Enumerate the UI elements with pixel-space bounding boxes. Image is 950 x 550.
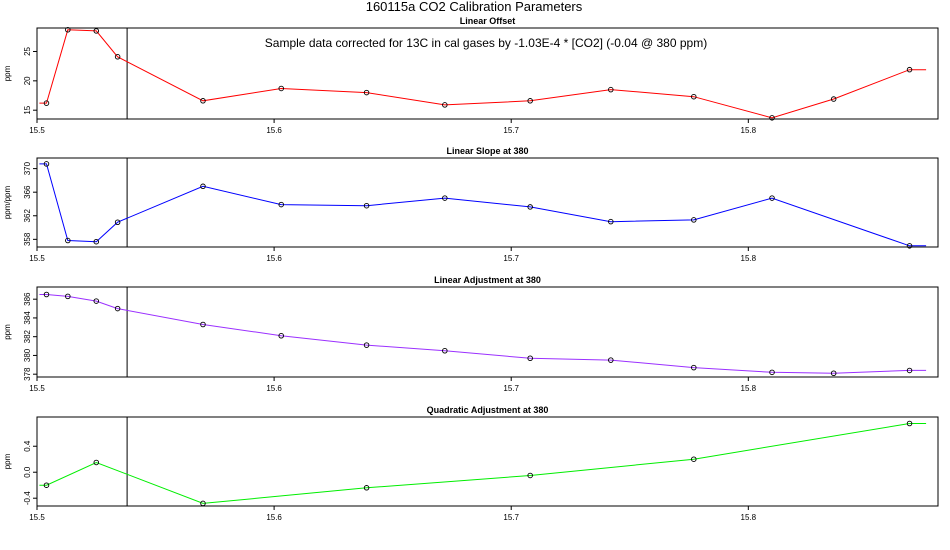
x-tick-label: 15.8 [741, 254, 757, 263]
annotation-text: Sample data corrected for 13C in cal gas… [265, 36, 707, 50]
data-point [769, 115, 775, 121]
data-point [114, 219, 121, 225]
x-tick-label: 15.7 [503, 384, 519, 393]
data-point [527, 204, 533, 210]
y-tick-label: 382 [23, 329, 32, 343]
data-point [691, 364, 697, 371]
data-point [769, 195, 775, 201]
plot-frame [36, 286, 939, 378]
data-point [43, 291, 50, 298]
data-point [65, 293, 71, 300]
data-point [43, 100, 50, 106]
data-point [363, 202, 370, 209]
data-point [200, 321, 206, 328]
series-line [39, 29, 927, 119]
data-point [608, 86, 614, 93]
data-point [691, 93, 697, 100]
y-tick-label: 384 [23, 311, 32, 325]
y-tick-label: 380 [23, 348, 32, 362]
data-point [906, 66, 913, 73]
data-point [442, 195, 448, 201]
data-point [527, 355, 533, 362]
data-point [93, 28, 100, 34]
x-tick-label: 15.7 [503, 126, 519, 135]
x-tick-label: 15.5 [29, 126, 45, 135]
data-point [442, 102, 448, 108]
y-axis-label: ppm [3, 324, 12, 340]
data-point [93, 459, 100, 466]
y-tick-label: -0.4 [23, 491, 32, 505]
data-point [278, 333, 284, 339]
data-point [830, 96, 837, 102]
data-point [906, 243, 913, 249]
x-tick-label: 15.5 [29, 254, 45, 263]
x-tick-label: 15.8 [741, 126, 757, 135]
panel-title: Linear Adjustment at 380 [434, 275, 541, 285]
y-tick-label: 366 [23, 185, 32, 199]
data-point [65, 237, 71, 244]
plot-frame [36, 416, 939, 507]
data-point [527, 472, 533, 479]
data-point [608, 218, 614, 225]
x-tick-label: 15.6 [266, 126, 282, 135]
series-line [39, 294, 927, 374]
data-point [527, 98, 533, 104]
x-tick-label: 15.7 [503, 513, 519, 522]
data-point [363, 485, 370, 491]
y-axis-label: ppm/ppm [3, 185, 12, 219]
y-tick-label: 15 [23, 105, 32, 114]
data-point [278, 85, 284, 92]
data-point [363, 342, 370, 348]
data-point [114, 305, 121, 312]
data-point [43, 161, 50, 167]
figure-title: 160115a CO2 Calibration Parameters [366, 0, 583, 14]
x-tick-label: 15.5 [29, 384, 45, 393]
plot-frame [36, 27, 939, 120]
x-tick-label: 15.8 [741, 384, 757, 393]
x-tick-label: 15.6 [266, 384, 282, 393]
data-point [691, 217, 697, 223]
series-line [39, 163, 927, 247]
data-point [43, 482, 50, 488]
y-tick-label: 386 [23, 292, 32, 306]
data-point [278, 201, 284, 208]
data-point [830, 370, 837, 377]
data-point [442, 348, 448, 354]
panel-title: Linear Slope at 380 [446, 146, 528, 156]
series-line [39, 423, 927, 504]
x-tick-label: 15.7 [503, 254, 519, 263]
x-tick-label: 15.6 [266, 254, 282, 263]
y-tick-label: 0.4 [23, 440, 32, 452]
data-point [769, 369, 775, 376]
y-tick-label: 378 [23, 367, 32, 381]
data-point [608, 357, 614, 363]
y-tick-label: 25 [23, 46, 32, 55]
data-point [93, 298, 100, 304]
x-tick-label: 15.8 [741, 513, 757, 522]
data-point [65, 27, 71, 33]
data-point [906, 367, 913, 374]
y-tick-label: 362 [23, 209, 32, 223]
data-point [691, 456, 697, 462]
y-tick-label: 358 [23, 232, 32, 246]
data-point [906, 420, 913, 427]
data-point [93, 238, 100, 245]
data-point [114, 54, 121, 60]
data-point [200, 500, 206, 507]
y-tick-label: 0.0 [23, 466, 32, 478]
y-axis-label: ppm [3, 453, 12, 469]
x-tick-label: 15.6 [266, 513, 282, 522]
data-point [200, 183, 206, 190]
y-tick-label: 370 [23, 161, 32, 175]
y-axis-label: ppm [3, 65, 12, 81]
panel-title: Quadratic Adjustment at 380 [427, 405, 549, 415]
y-tick-label: 20 [23, 76, 32, 85]
data-point [363, 89, 370, 96]
data-point [200, 98, 206, 104]
plot-frame [36, 157, 939, 248]
x-tick-label: 15.5 [29, 513, 45, 522]
panel-title: Linear Offset [460, 16, 516, 26]
